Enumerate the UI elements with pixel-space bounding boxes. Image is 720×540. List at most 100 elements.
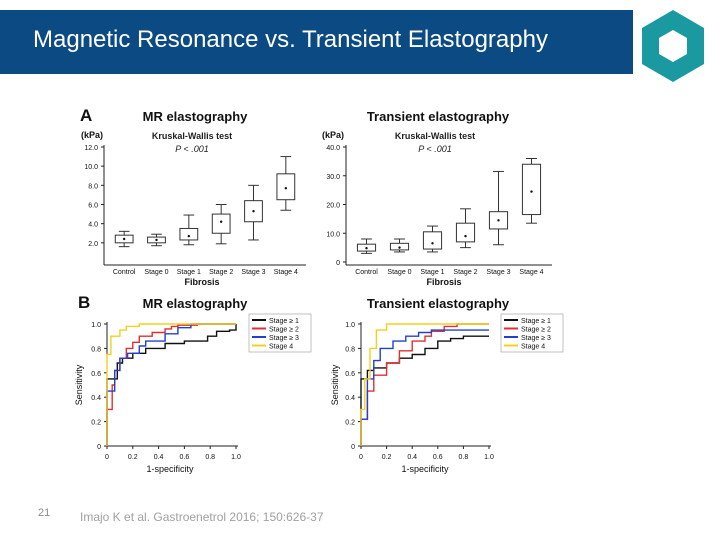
roc-te-series-line	[360, 329, 489, 446]
box-te-ytick-label: 10.0	[326, 231, 340, 238]
box-mean-dot	[187, 234, 191, 238]
box-mre-ytick-label: 12.0	[84, 145, 98, 152]
box-mre-category-label: Stage 2	[209, 269, 233, 276]
roc-te-xlabel: 1-specificity	[401, 464, 449, 474]
box-mre-category-label: Stage 4	[274, 269, 298, 276]
box-te-category-label: Control	[355, 269, 378, 276]
roc-te-ytick-label: 1.0	[345, 322, 355, 329]
roc-mre-ytick-label: 0.4	[91, 395, 101, 402]
roc-te-ylabel: Sensitivity	[330, 364, 340, 405]
box-te-test: Kruskal-Wallis test	[395, 131, 475, 141]
box-te-ytick-label: 20.0	[326, 203, 340, 210]
box-mean-dot	[219, 220, 223, 223]
roc-mre-xtick-label: 1.0	[231, 454, 241, 461]
box-te-xlabel: Fibrosis	[426, 277, 461, 287]
box-mre-xlabel: Fibrosis	[184, 277, 219, 287]
roc-mre-xlabel: 1-specificity	[146, 464, 194, 474]
box-te-ytick-label: 30.0	[326, 174, 340, 181]
box-iqr	[179, 227, 199, 241]
box-te-ytick-label: 0	[336, 260, 340, 267]
box-mre-ytick-label: 6.0	[88, 203, 98, 210]
roc-te-ytick-label: 0.8	[345, 346, 355, 353]
roc-mre-ytick-label: 0.6	[91, 371, 101, 378]
box-mre-ytick-label: 8.0	[88, 183, 98, 190]
box-mre-category-label: Control	[113, 269, 136, 276]
roc-mre-series-line	[106, 323, 236, 446]
box-mean-dot	[530, 190, 533, 193]
box-mre-pvalue: P < .001	[175, 144, 208, 154]
panel-b-label: B	[78, 293, 90, 312]
box-iqr	[211, 213, 231, 234]
roc-mre-xtick-label: 0.8	[205, 454, 215, 461]
box-mean-dot	[365, 247, 368, 250]
page-number: 21	[38, 507, 51, 519]
roc-te-legend-label: Stage ≥ 2	[521, 327, 551, 334]
roc-mre-series-line	[106, 323, 236, 446]
box-mean-dot	[122, 237, 126, 241]
box-mre-category-label: Stage 0	[144, 269, 168, 276]
box-mean-dot	[284, 187, 288, 190]
hexagon-logo-icon	[633, 6, 713, 86]
roc-mre-legend-label: Stage ≥ 1	[269, 318, 299, 325]
roc-mre-xtick-label: 0.2	[128, 454, 138, 461]
roc-te-ytick-label: 0.6	[345, 371, 355, 378]
box-te-ytick-label: 40.0	[326, 145, 340, 152]
roc-te-xtick-label: 0.6	[433, 454, 443, 461]
roc-te-xtick-label: 1.0	[484, 454, 494, 461]
title-bar	[0, 10, 666, 74]
roc-te-ytick-label: 0.4	[345, 395, 355, 402]
roc-te-legend-label: Stage 4	[521, 344, 545, 351]
roc-mre-legend-label: Stage ≥ 2	[269, 327, 299, 334]
roc-mre-series-line	[106, 324, 237, 446]
box-te-category-label: Stage 0	[387, 269, 411, 276]
box-mean-dot	[252, 210, 255, 213]
box-iqr	[422, 231, 443, 250]
roc-mre-legend-label: Stage ≥ 3	[269, 335, 299, 342]
box-te-category-label: Stage 3	[486, 269, 510, 276]
box-iqr	[455, 222, 476, 243]
roc-mre-ytick-label: 0	[97, 444, 101, 451]
box-iqr	[521, 163, 542, 216]
roc-te-xtick-label: 0.4	[407, 454, 417, 461]
box-mre-test: Kruskal-Wallis test	[152, 131, 232, 141]
box-mean-dot	[464, 234, 467, 238]
roc-mre-ytick-label: 1.0	[91, 322, 101, 329]
box-te-category-label: Stage 4	[519, 269, 543, 276]
slide-banner: Magnetic Resonance vs. Transient Elastog…	[0, 0, 720, 86]
roc-te-xtick-label: 0.8	[459, 454, 469, 461]
box-mre-ytick-label: 4.0	[88, 222, 98, 229]
box-mre-ylabel: (kPa)	[81, 130, 103, 140]
roc-mre-title: MR elastography	[143, 296, 249, 311]
roc-mre-ytick-label: 0.2	[91, 420, 101, 427]
panel-a-label: A	[80, 106, 92, 125]
roc-te-ytick-label: 0	[351, 444, 355, 451]
roc-te-title: Transient elastography	[367, 296, 510, 311]
box-mean-dot	[398, 246, 401, 249]
roc-te-legend-label: Stage ≥ 3	[521, 335, 551, 342]
roc-te-series-line	[360, 323, 489, 446]
slide-title: Magnetic Resonance vs. Transient Elastog…	[33, 26, 548, 53]
box-mean-dot	[155, 238, 158, 242]
roc-mre-legend-label: Stage 4	[269, 344, 293, 351]
roc-te-ytick-label: 0.2	[345, 420, 355, 427]
roc-te-legend-box	[500, 313, 564, 353]
box-te-pvalue: P < .001	[418, 144, 451, 154]
roc-mre-xtick-label: 0.4	[154, 454, 164, 461]
roc-te-xtick-label: 0.2	[382, 454, 392, 461]
box-te-title: Transient elastography	[367, 109, 510, 124]
box-mre-category-label: Stage 1	[177, 269, 201, 276]
box-te-ylabel: (kPa)	[322, 130, 344, 140]
roc-mre-ytick-label: 0.8	[91, 346, 101, 353]
box-mean-dot	[497, 219, 500, 222]
box-iqr	[276, 173, 296, 201]
box-mre-title: MR elastography	[143, 109, 249, 124]
roc-te-legend-label: Stage ≥ 1	[521, 318, 551, 325]
roc-mre-ylabel: Sensitivity	[74, 364, 84, 405]
box-mre-ytick-label: 10.0	[84, 164, 98, 171]
box-te-category-label: Stage 2	[453, 269, 477, 276]
roc-mre-xtick-label: 0.6	[180, 454, 190, 461]
citation: Imajo K et al. Gastroenetrol 2016; 150:6…	[80, 510, 324, 524]
roc-mre-xtick-label: 0	[105, 454, 109, 461]
roc-mre-legend-box	[248, 313, 312, 353]
